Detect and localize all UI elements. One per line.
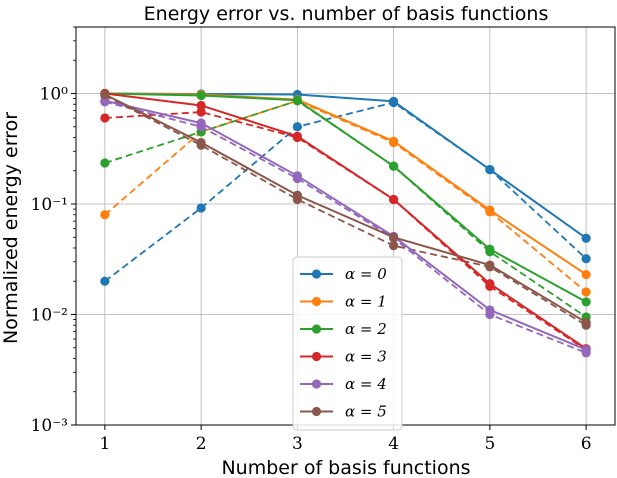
series-5-dashed-line [104, 94, 587, 326]
series-3-solid-point [485, 279, 495, 289]
series-2-dashed-point [100, 158, 110, 168]
legend-marker [311, 296, 322, 307]
series-3-solid-line [104, 92, 587, 350]
series-0-dashed-point [292, 122, 302, 132]
legend-marker [311, 406, 322, 417]
series-3-solid-point [389, 194, 399, 205]
series-5-solid-point [100, 89, 110, 100]
y-tick-label: 10⁻¹ [31, 195, 68, 215]
series-3-dashed-point [196, 107, 206, 117]
series-3-dashed-point [100, 113, 110, 123]
series-layer [100, 88, 591, 358]
series-4-solid-point [581, 345, 591, 355]
chart-title: Energy error vs. number of basis functio… [144, 3, 549, 25]
series-5-solid-point [581, 317, 591, 327]
series-4-solid-point [485, 305, 495, 315]
series-5-solid-point [389, 232, 399, 242]
legend-label: α = 0 [345, 265, 387, 283]
y-axis-label: Normalized energy error [0, 112, 22, 344]
series-2-solid-point [581, 297, 591, 307]
series-5-solid-point [485, 260, 495, 270]
series-4-solid-point [196, 118, 206, 128]
legend-label: α = 4 [345, 375, 387, 393]
series-2-solid-point [485, 244, 495, 254]
series-2-dashed-line [104, 99, 587, 318]
x-tick-label: 2 [196, 434, 207, 454]
legend-label: α = 2 [345, 320, 387, 338]
y-tick-label: 10⁰ [40, 85, 69, 105]
series-2-solid-line [104, 92, 587, 303]
series-0-dashed-point [196, 203, 206, 213]
series-3-solid-point [196, 100, 206, 111]
x-tick-label: 1 [99, 434, 110, 454]
series-0-solid-point [581, 233, 591, 243]
x-tick-label: 5 [484, 434, 495, 454]
series-1-dashed-line [104, 99, 587, 293]
series-0-dashed-line [104, 101, 587, 282]
series-5-solid-line [104, 93, 587, 324]
legend-marker [311, 379, 322, 389]
series-2-solid-point [389, 161, 399, 171]
x-tick-label: 6 [581, 434, 592, 454]
legend: α = 0 α = 1 α = 2 α = 3 α = 4 α = 5 [292, 256, 403, 431]
legend-label: α = 3 [345, 348, 387, 366]
series-0-solid-point [485, 164, 495, 175]
series-2-solid-point [196, 90, 206, 101]
series-5-solid-point [292, 190, 302, 200]
series-2-solid-point [292, 95, 302, 105]
x-tick-label: 4 [388, 434, 399, 454]
legend-label: α = 1 [345, 293, 387, 311]
series-1-solid-point [581, 269, 591, 280]
x-tick-label: 3 [292, 434, 303, 454]
legend-marker [311, 324, 322, 334]
legend-label: α = 5 [345, 403, 387, 421]
legend-marker [311, 269, 322, 279]
series-4-solid-line [104, 99, 587, 351]
series-3-solid-point [292, 131, 302, 141]
series-0-solid-point [389, 96, 399, 106]
series-5-dashed-point [389, 241, 399, 251]
series-1-dashed-point [100, 210, 110, 220]
series-4-solid-point [292, 171, 302, 181]
series-1-dashed-point [581, 287, 591, 297]
y-tick-label: 10⁻² [31, 306, 68, 326]
series-0-dashed-point [581, 254, 591, 264]
x-axis-label: Number of basis functions [221, 457, 470, 478]
series-4-dashed-line [104, 101, 587, 354]
series-5-solid-point [196, 137, 206, 148]
series-1-solid-point [389, 136, 399, 146]
legend-marker [311, 351, 322, 362]
y-tick-label: 10⁻³ [31, 416, 68, 436]
series-0-dashed-point [100, 276, 110, 286]
series-1-solid-point [485, 205, 495, 215]
